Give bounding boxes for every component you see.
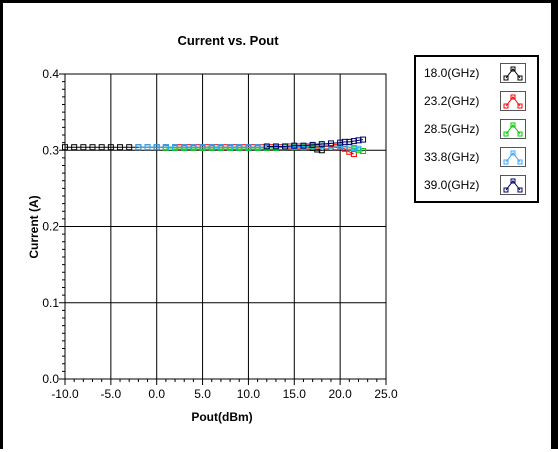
series-layer <box>62 136 367 158</box>
data-point <box>360 136 367 143</box>
data-point <box>199 144 206 151</box>
legend-label: 39.0(GHz) <box>424 178 480 192</box>
legend-label: 23.2(GHz) <box>424 94 480 108</box>
y-tick-label: 0.4 <box>42 67 59 81</box>
data-point <box>107 144 114 151</box>
plot-border <box>64 73 387 380</box>
data-point <box>254 144 261 151</box>
legend-swatch-icon <box>500 63 526 83</box>
data-point <box>135 144 142 151</box>
data-point <box>318 141 325 148</box>
legend-entry: 28.5(GHz) <box>416 119 537 141</box>
x-axis-label: Pout(dBm) <box>191 410 252 424</box>
legend-label: 28.5(GHz) <box>424 122 480 136</box>
data-point <box>208 144 215 151</box>
legend-swatch-icon <box>500 91 526 111</box>
y-axis-label: Current (A) <box>27 195 41 258</box>
axis-ticks: -10.0 -5.0 0.0 5.0 10.0 15.0 20.0 25.0 0.0 0.1 0.2… <box>42 67 398 401</box>
data-point <box>263 143 270 150</box>
data-point <box>71 144 78 151</box>
data-point <box>172 144 179 151</box>
data-point <box>144 144 151 151</box>
data-point <box>190 144 197 151</box>
series-4 <box>263 136 367 150</box>
y-tick-label: 0.1 <box>42 296 59 310</box>
chart-title: Current vs. Pout <box>177 33 279 48</box>
data-point <box>89 144 96 151</box>
legend: 18.0(GHz) 23.2(GHz) 28.5(GHz) 33.8(GHz) 39.0… <box>414 55 539 203</box>
legend-swatch-icon <box>500 175 526 195</box>
data-point <box>162 144 169 151</box>
data-point <box>337 143 344 150</box>
x-tick-label: -10.0 <box>51 387 79 401</box>
data-point <box>126 144 133 151</box>
data-point <box>300 142 307 149</box>
grid-lines <box>64 73 387 380</box>
x-tick-label: 0.0 <box>148 387 165 401</box>
data-point <box>355 145 362 152</box>
data-point <box>245 144 252 151</box>
x-tick-label: 10.0 <box>237 387 261 401</box>
data-point <box>217 144 224 151</box>
data-point <box>80 144 87 151</box>
legend-label: 33.8(GHz) <box>424 150 480 164</box>
data-point <box>153 144 160 151</box>
chart-plot: Current vs. Pout Pout(dBm) Current (A) -… <box>27 33 398 424</box>
x-tick-label: 5.0 <box>194 387 211 401</box>
x-tick-label: 15.0 <box>283 387 307 401</box>
data-point <box>327 140 334 147</box>
legend-swatch-icon <box>500 147 526 167</box>
legend-entry: 39.0(GHz) <box>416 175 537 197</box>
y-tick-label: 0.2 <box>42 220 59 234</box>
y-tick-label: 0.0 <box>42 372 59 386</box>
x-tick-label: -5.0 <box>101 387 122 401</box>
x-tick-label: 20.0 <box>328 387 352 401</box>
legend-entry: 33.8(GHz) <box>416 147 537 169</box>
legend-entry: 18.0(GHz) <box>416 63 537 85</box>
legend-label: 18.0(GHz) <box>424 66 480 80</box>
data-point <box>236 144 243 151</box>
data-point <box>117 144 124 151</box>
data-point <box>291 142 298 149</box>
data-point <box>227 144 234 151</box>
legend-entry: 23.2(GHz) <box>416 91 537 113</box>
series-line <box>266 139 364 147</box>
y-tick-label: 0.3 <box>42 143 59 157</box>
legend-swatch-icon <box>500 119 526 139</box>
x-tick-label: 25.0 <box>374 387 398 401</box>
data-point <box>98 144 105 151</box>
data-point <box>309 141 316 148</box>
data-point <box>272 143 279 150</box>
data-point <box>282 143 289 150</box>
data-point <box>181 144 188 151</box>
